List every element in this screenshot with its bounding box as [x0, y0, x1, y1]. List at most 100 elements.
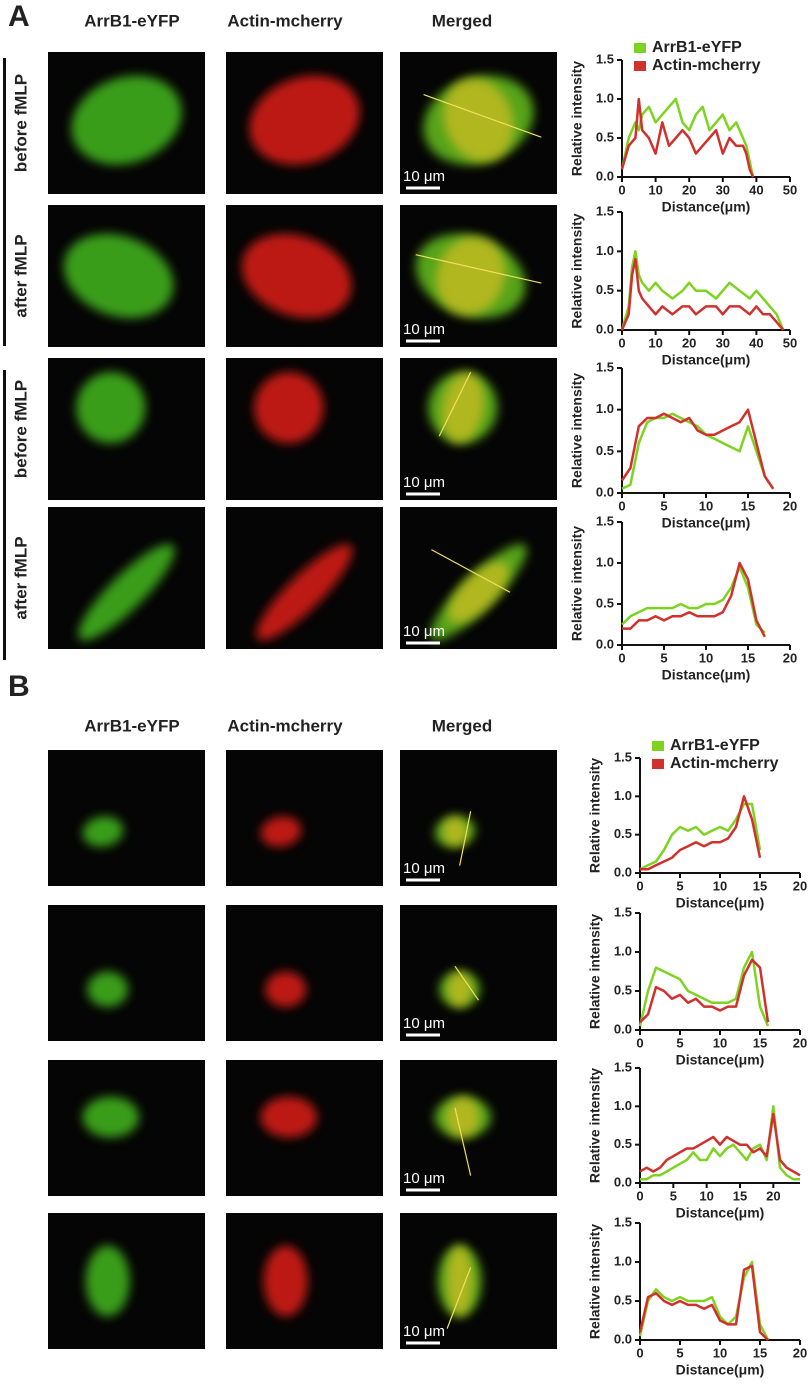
x-tick-label: 0: [636, 1035, 643, 1050]
y-tick-label: 1.5: [614, 749, 632, 764]
cell-signal: [71, 75, 182, 165]
profile-line: [423, 94, 542, 138]
legend-label: ArrB1-eYFP: [670, 737, 760, 754]
y-axis-label: Relative intensity: [569, 526, 585, 641]
profile-line: [431, 549, 511, 593]
column-header: ArrB1-eYFP: [84, 716, 179, 735]
series-line: [640, 1105, 800, 1181]
x-tick-label: 10: [699, 498, 713, 513]
cell-signal: [63, 233, 174, 319]
micrograph: [400, 905, 557, 1041]
profile-line: [415, 254, 542, 284]
x-tick-label: 15: [753, 1345, 767, 1360]
cell-signal: [436, 236, 506, 316]
y-tick-label: 0.0: [614, 1021, 632, 1036]
cell-signal: [256, 544, 353, 641]
x-axis-label: Distance(μm): [662, 515, 751, 531]
legend-swatch: [634, 61, 646, 71]
x-tick-label: 15: [741, 650, 755, 665]
cell-signal: [249, 75, 360, 165]
group-bar: [3, 370, 6, 660]
cell-signal: [447, 971, 472, 1007]
y-axis-label: Relative intensity: [587, 1224, 603, 1339]
series-line: [639, 1112, 801, 1177]
row-label: after fMLP: [11, 536, 30, 619]
cell-signal: [241, 233, 352, 319]
y-axis-label: Relative intensity: [569, 61, 585, 176]
scale-bar-label: 10 μm: [403, 168, 445, 185]
y-tick-label: 1.5: [614, 1214, 632, 1229]
scale-bar-label: 10 μm: [403, 1170, 445, 1187]
column-header: Actin-mcherry: [227, 11, 343, 30]
cell-signal: [448, 561, 509, 623]
column-header: ArrB1-eYFP: [84, 11, 179, 30]
x-axis-label: Distance(μm): [676, 895, 765, 911]
x-tick-label: 30: [716, 335, 730, 350]
row-label: before fMLP: [11, 380, 30, 478]
profile-line: [459, 811, 472, 866]
scale-bar-label: 10 μm: [403, 474, 445, 491]
x-tick-label: 15: [753, 878, 767, 893]
x-tick-label: 5: [660, 498, 667, 513]
series-line: [622, 561, 766, 638]
y-tick-label: 1.0: [596, 243, 614, 258]
y-axis-label: Relative intensity: [587, 1068, 603, 1183]
cell-signal: [443, 78, 514, 162]
x-tick-label: 10: [713, 1345, 727, 1360]
x-tick-label: 20: [793, 878, 807, 893]
x-tick-label: 0: [618, 335, 625, 350]
x-tick-label: 15: [753, 1035, 767, 1050]
micrograph: [48, 905, 205, 1041]
y-tick-label: 1.0: [596, 554, 614, 569]
y-tick-label: 1.0: [614, 1098, 632, 1113]
cell-signal: [442, 816, 468, 847]
x-tick-label: 5: [676, 878, 683, 893]
legend-label: ArrB1-eYFP: [652, 39, 742, 56]
cell-signal: [263, 1245, 308, 1317]
panel-label: A: [8, 0, 30, 33]
x-axis-label: Distance(μm): [662, 352, 751, 368]
series-line: [640, 795, 762, 871]
cell-signal: [260, 816, 302, 847]
x-axis-label: Distance(μm): [662, 667, 751, 683]
series-line: [638, 1264, 769, 1341]
x-axis-label: Distance(μm): [676, 1205, 765, 1221]
y-tick-label: 0.0: [596, 321, 614, 336]
x-tick-label: 10: [699, 1188, 713, 1203]
y-tick-label: 0.0: [596, 168, 614, 183]
scale-bar-label: 10 μm: [403, 321, 445, 338]
cell-signal: [441, 372, 485, 443]
x-axis-label: Distance(μm): [676, 1052, 765, 1068]
y-axis-label: Relative intensity: [587, 914, 603, 1029]
cell-signal: [82, 1096, 140, 1138]
y-tick-label: 1.5: [596, 203, 614, 218]
x-tick-label: 5: [676, 1035, 683, 1050]
x-tick-label: 40: [749, 335, 763, 350]
column-header: Actin-mcherry: [227, 716, 343, 735]
y-tick-label: 0.0: [614, 864, 632, 879]
y-tick-label: 1.0: [596, 90, 614, 105]
cell-signal: [87, 971, 129, 1007]
cell-signal: [78, 544, 175, 641]
x-tick-label: 10: [648, 335, 662, 350]
x-tick-label: 0: [636, 1188, 643, 1203]
series-line: [638, 1260, 770, 1341]
series-line: [621, 412, 775, 490]
y-tick-label: 1.5: [614, 1059, 632, 1074]
x-tick-label: 0: [618, 650, 625, 665]
y-tick-label: 0.0: [614, 1331, 632, 1346]
y-tick-label: 0.5: [596, 595, 614, 610]
row-label: before fMLP: [11, 74, 30, 172]
cell-signal: [82, 816, 124, 847]
y-axis-label: Relative intensity: [587, 758, 603, 873]
y-axis-label: Relative intensity: [569, 213, 585, 328]
y-tick-label: 0.5: [614, 1136, 632, 1151]
y-tick-label: 0.0: [614, 1174, 632, 1189]
micrograph: [400, 750, 557, 886]
cell-signal: [260, 1096, 318, 1138]
scale-bar-label: 10 μm: [403, 1015, 445, 1032]
series-line: [621, 565, 766, 634]
y-tick-label: 1.0: [614, 1253, 632, 1268]
y-tick-label: 1.5: [596, 51, 614, 66]
